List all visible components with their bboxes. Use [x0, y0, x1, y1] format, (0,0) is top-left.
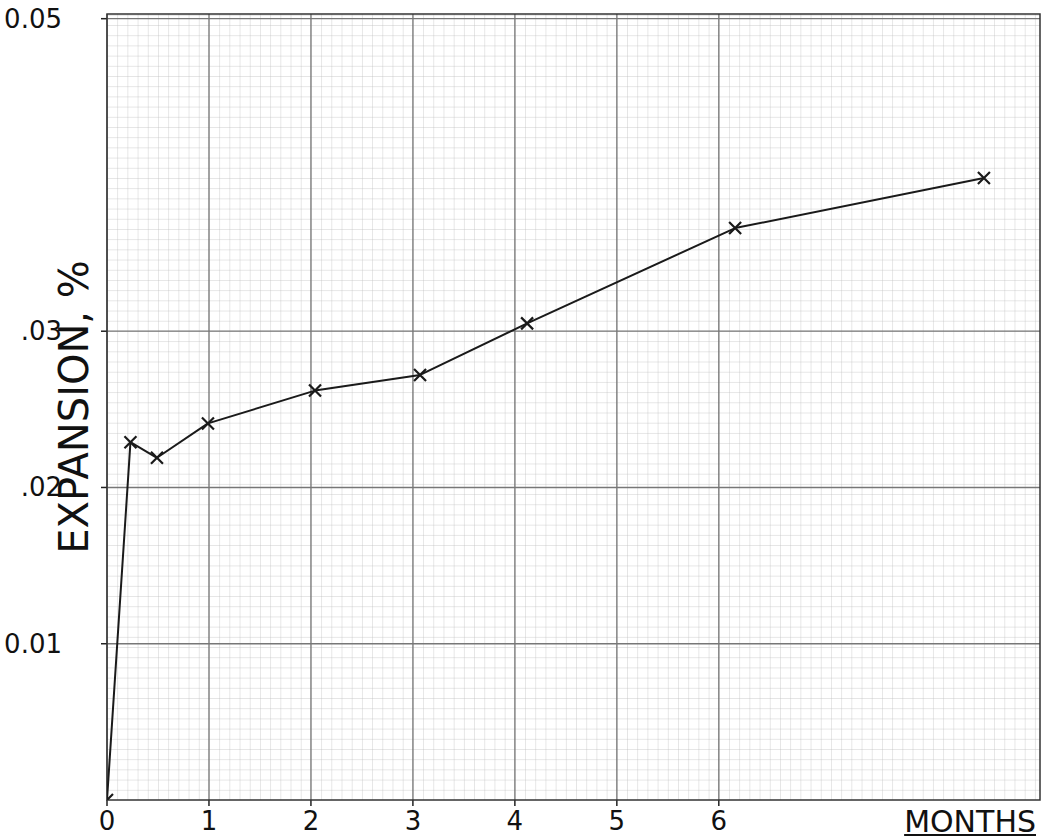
tick-label: 6 — [711, 806, 728, 836]
tick-label: 1 — [201, 806, 218, 836]
grid-line — [107, 331, 1040, 332]
graph-paper — [107, 14, 1040, 800]
grid-line — [107, 487, 1040, 488]
tick-label: 0 — [99, 806, 116, 836]
grid-line — [514, 14, 515, 800]
data-point — [309, 385, 321, 397]
data — [107, 172, 990, 800]
data-point — [414, 369, 426, 381]
grid-line — [107, 643, 1040, 644]
tick-label: 0.05 — [4, 4, 62, 34]
grid — [107, 14, 1040, 800]
data-point — [978, 172, 990, 184]
tick-label: 4 — [507, 806, 524, 836]
tick-mark — [101, 330, 107, 332]
grid-line — [412, 14, 413, 800]
plot-frame — [107, 14, 1040, 800]
tick-label: 0.01 — [4, 629, 62, 659]
data-point — [107, 794, 113, 800]
title-underline — [904, 834, 1036, 836]
data-point — [729, 222, 741, 234]
tick-mark — [101, 487, 107, 489]
data-point — [202, 417, 214, 429]
data-point — [521, 317, 533, 329]
x-axis-title: MONTHS — [904, 804, 1036, 838]
grid-line — [310, 14, 311, 800]
series-line — [107, 178, 984, 800]
y-axis-title: EXPANSION, % — [51, 260, 97, 554]
tick-label: 3 — [405, 806, 422, 836]
chart: 0.01.02.030.050123456MONTHSEXPANSION, % — [0, 0, 1049, 838]
data-point — [124, 436, 136, 448]
tick-label: 2 — [303, 806, 320, 836]
tick-label: 5 — [609, 806, 626, 836]
tick-mark — [101, 18, 107, 20]
data-point — [151, 452, 163, 464]
tick-mark — [101, 643, 107, 645]
grid-line — [107, 18, 1040, 19]
grid-line — [208, 14, 209, 800]
grid-line — [718, 14, 719, 800]
grid-line — [616, 14, 617, 800]
